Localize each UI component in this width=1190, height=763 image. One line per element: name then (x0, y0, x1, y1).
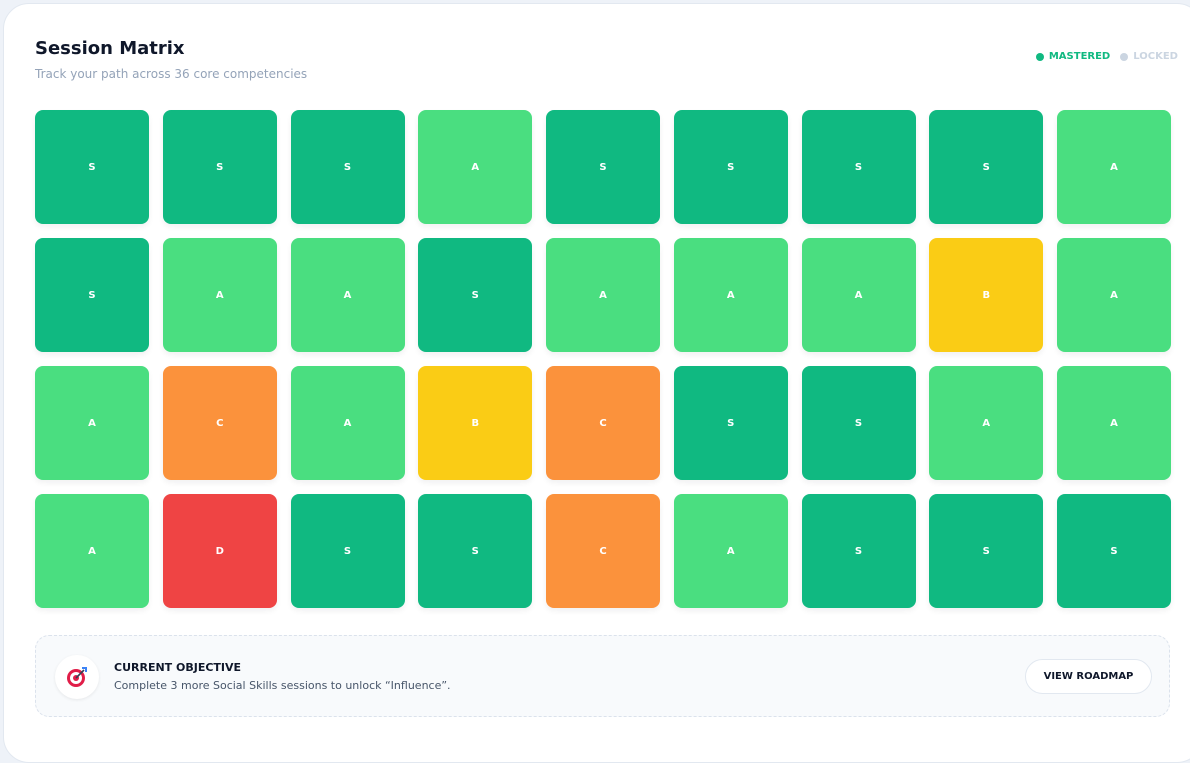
subtitle: Track your path across 36 core competenc… (35, 67, 308, 81)
legend-item: LOCKED (1120, 51, 1178, 62)
skill-tile: S (1057, 494, 1171, 608)
title: Session Matrix (35, 38, 185, 59)
skill-tile: S (801, 366, 916, 480)
skill-tile: A (290, 238, 405, 352)
skill-tile: S (929, 494, 1044, 608)
objective-title: CURRENT OBJECTIVE (114, 661, 242, 674)
skill-tile: B (418, 366, 533, 480)
legend-dot (1035, 52, 1044, 61)
skill-tile: S (801, 494, 916, 608)
skill-tile: S (162, 110, 277, 224)
legend-label: LOCKED (1133, 51, 1178, 62)
skill-tile: A (673, 494, 788, 608)
skill-tile: C (546, 494, 660, 608)
skill-tile: A (929, 366, 1044, 480)
skill-tile: S (673, 366, 788, 480)
card: Session Matrix Track your path across 36… (3, 3, 1190, 763)
view-roadmap-button[interactable]: VIEW ROADMAP (1025, 659, 1152, 694)
skill-tile: S (929, 110, 1044, 224)
legend-dot (1120, 52, 1129, 61)
skill-tile: A (162, 238, 277, 352)
target-icon (67, 667, 87, 687)
skill-tile: S (35, 110, 149, 224)
skill-tile: A (1057, 366, 1171, 480)
skill-tile: S (290, 494, 405, 608)
page: {"header": {"title": "Session Matrix", "… (3, 3, 1190, 763)
skill-tile: S (546, 110, 660, 224)
skill-tile: C (162, 366, 277, 480)
skill-tile: A (1057, 110, 1171, 224)
skill-tile: A (1057, 238, 1171, 352)
skill-tile: A (673, 238, 788, 352)
skill-tile: A (35, 366, 149, 480)
skill-tile: S (673, 110, 788, 224)
skill-tile: A (546, 238, 660, 352)
skill-tile: D (162, 494, 277, 608)
legend-item: MASTERED (1035, 51, 1111, 62)
objective-icon (55, 655, 99, 699)
skill-tile: S (35, 238, 149, 352)
skill-tile: A (290, 366, 405, 480)
objective-text: Complete 3 more Social Skills sessions t… (114, 679, 451, 692)
skill-tile: S (418, 494, 533, 608)
skill-tile: B (929, 238, 1044, 352)
legend-label: MASTERED (1048, 51, 1111, 62)
skill-tile: C (546, 366, 660, 480)
skill-tile: S (418, 238, 533, 352)
legend: MASTERED LOCKED (1035, 51, 1178, 62)
skill-tile: S (801, 110, 916, 224)
skill-tile: A (418, 110, 533, 224)
skill-tile: A (35, 494, 149, 608)
skill-tile: A (801, 238, 916, 352)
objective-panel: CURRENT OBJECTIVE Complete 3 more Social… (35, 635, 1170, 717)
skill-tile: S (290, 110, 405, 224)
